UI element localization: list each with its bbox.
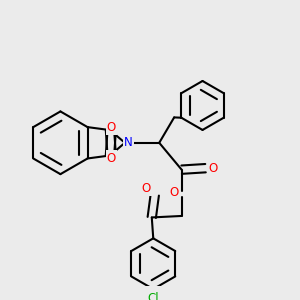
Text: O: O bbox=[169, 186, 179, 199]
Text: O: O bbox=[107, 152, 116, 165]
Text: O: O bbox=[107, 121, 116, 134]
Text: N: N bbox=[124, 136, 133, 149]
Text: O: O bbox=[141, 182, 150, 195]
Text: O: O bbox=[208, 162, 217, 175]
Text: Cl: Cl bbox=[148, 292, 159, 300]
